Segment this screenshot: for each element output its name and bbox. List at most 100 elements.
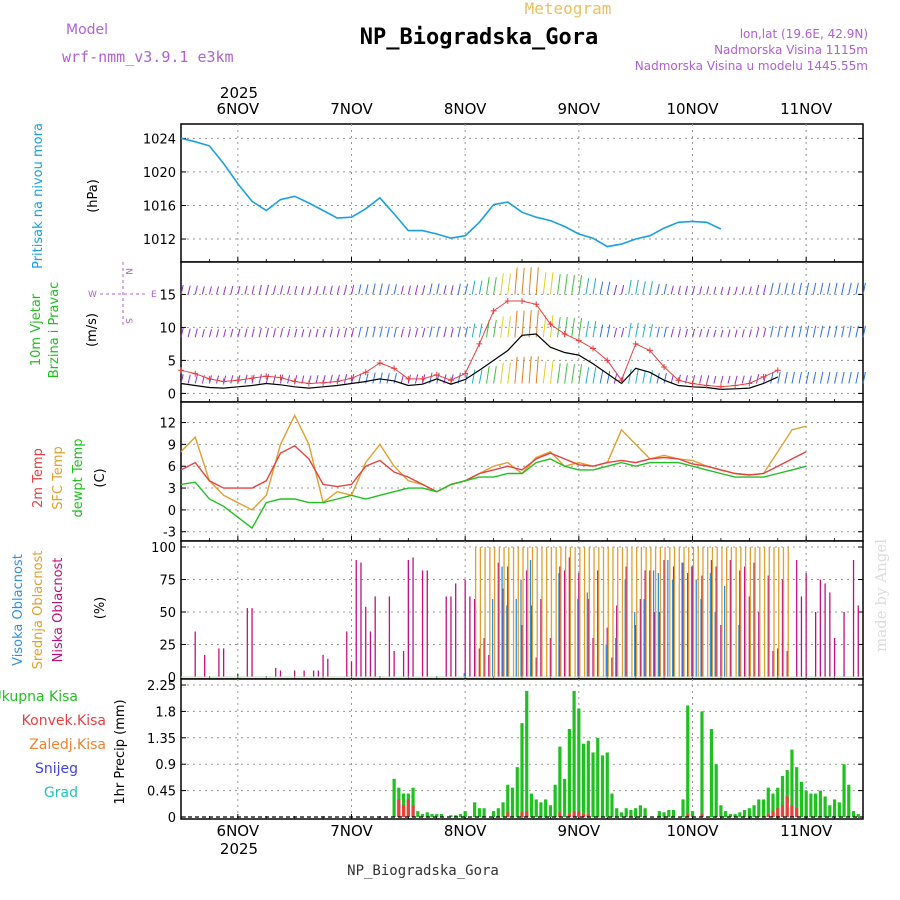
- wind-arrow: [557, 316, 561, 338]
- wind-arrow: [464, 326, 469, 338]
- precip-bar: [667, 809, 671, 817]
- wind-gust-marker: [533, 301, 540, 308]
- precip-bar: [567, 729, 571, 817]
- wind-arrow: [478, 369, 483, 384]
- wind-arrow: [230, 328, 234, 338]
- wind-arrow: [692, 285, 696, 295]
- wind-arrow: [571, 275, 575, 295]
- wind-arrow: [635, 279, 639, 295]
- wind-gust-marker: [746, 380, 753, 387]
- wind-arrow: [656, 283, 660, 295]
- wind-arrow: [414, 328, 419, 338]
- wind-arrow: [393, 284, 397, 295]
- wind-arrow: [599, 324, 604, 338]
- precip-bar: [700, 814, 704, 817]
- wind-arrow: [294, 285, 298, 295]
- wind-gust-marker: [575, 337, 582, 344]
- wind-arrow: [386, 326, 390, 338]
- pressure-line: [180, 137, 722, 248]
- wind-arrow: [258, 327, 262, 338]
- precip-bar: [776, 808, 780, 817]
- wind-arrow: [798, 325, 803, 338]
- wind-arrow: [507, 273, 511, 295]
- wind-arrow: [592, 278, 597, 295]
- wind-arrow: [734, 375, 738, 384]
- precip-unit: 1hr Precip (mm): [113, 699, 128, 804]
- wind-arrow: [315, 375, 319, 384]
- panel-frame-temperature: [180, 401, 864, 542]
- precip-bar: [709, 729, 714, 817]
- precip-bar: [586, 814, 590, 817]
- precip-bar: [454, 815, 458, 817]
- wind-arrow: [379, 283, 383, 295]
- altitude-label: Nadmorska Visina 1115m: [714, 43, 868, 57]
- wind-arrow: [407, 328, 411, 338]
- wind-gust-marker: [504, 298, 511, 304]
- precip-bar: [728, 814, 732, 817]
- wind-arrow: [329, 285, 333, 295]
- precip-bar: [624, 808, 628, 817]
- wind-arrow: [336, 328, 340, 338]
- top-year-label: 2025: [220, 84, 258, 102]
- wind-arrow: [279, 374, 284, 384]
- svg-text:2m Temp: 2m Temp: [31, 448, 46, 508]
- y-tick-label: 1012: [143, 233, 176, 248]
- wind-arrow: [308, 286, 312, 295]
- wind-arrow: [578, 364, 583, 384]
- wind-arrow: [727, 286, 731, 295]
- wind-arrow: [834, 282, 838, 295]
- wind-arrow: [343, 327, 348, 338]
- y-tick-label: 75: [159, 574, 176, 589]
- wind-gust-marker: [604, 357, 611, 364]
- y-tick-label: 0.9: [155, 758, 176, 773]
- wind-arrow: [500, 362, 504, 384]
- wind-gust-marker: [405, 375, 412, 382]
- wind-arrow: [642, 370, 646, 384]
- wind-arrow: [180, 327, 184, 338]
- compass-south: S: [123, 318, 133, 324]
- panel-pressure: 1012 1016 1020 1024: [143, 123, 864, 263]
- wind-arrow: [706, 329, 710, 338]
- wind-arrow: [216, 329, 220, 338]
- wind-arrow: [578, 317, 583, 338]
- wind-gust-marker: [732, 382, 739, 389]
- wind-arrow: [649, 324, 653, 338]
- wind-arrow: [542, 272, 547, 295]
- y-tick-label: 0: [168, 671, 176, 686]
- wind-arrow: [635, 322, 639, 338]
- wind-arrow: [187, 374, 191, 384]
- wind-arrow: [819, 371, 824, 384]
- precip-bar: [752, 805, 756, 817]
- panel-frame-pressure: [180, 123, 864, 263]
- precip-bar: [686, 814, 690, 817]
- wind-arrow: [578, 275, 583, 295]
- precip-bar: [856, 814, 860, 817]
- wind-arrow: [287, 328, 291, 338]
- precip-bar: [491, 811, 496, 817]
- wind-arrow: [521, 310, 525, 338]
- precip-bar: [563, 778, 567, 817]
- wind-arrow: [251, 374, 255, 384]
- precip-bar: [814, 793, 818, 817]
- page-title: NP_Biogradska_Gora: [360, 25, 598, 50]
- wind-arrow: [315, 328, 319, 338]
- wind-label: 10m Vjetar Brzina i Pravac: [29, 282, 62, 379]
- temp-line-2: [180, 458, 807, 530]
- panel-temperature: -3 0 3 6 9 12: [159, 401, 864, 542]
- wind-arrow: [791, 325, 795, 338]
- wind-arrow: [755, 284, 760, 295]
- wind-arrow: [514, 310, 518, 338]
- wind-arrow: [564, 363, 568, 384]
- precip-bar: [473, 802, 477, 817]
- svg-text:Srednja Oblacnost: Srednja Oblacnost: [31, 551, 46, 670]
- wind-arrow: [706, 375, 710, 384]
- wind-arrow: [777, 371, 781, 384]
- wind-arrow: [521, 267, 525, 295]
- precip-bar: [686, 705, 690, 817]
- wind-gust-marker: [774, 367, 781, 374]
- wind-arrow: [514, 267, 518, 295]
- precip-bar: [515, 767, 519, 817]
- wind-arrow: [613, 327, 618, 338]
- y-tick-label: 50: [159, 606, 176, 621]
- precip-bar: [558, 746, 562, 817]
